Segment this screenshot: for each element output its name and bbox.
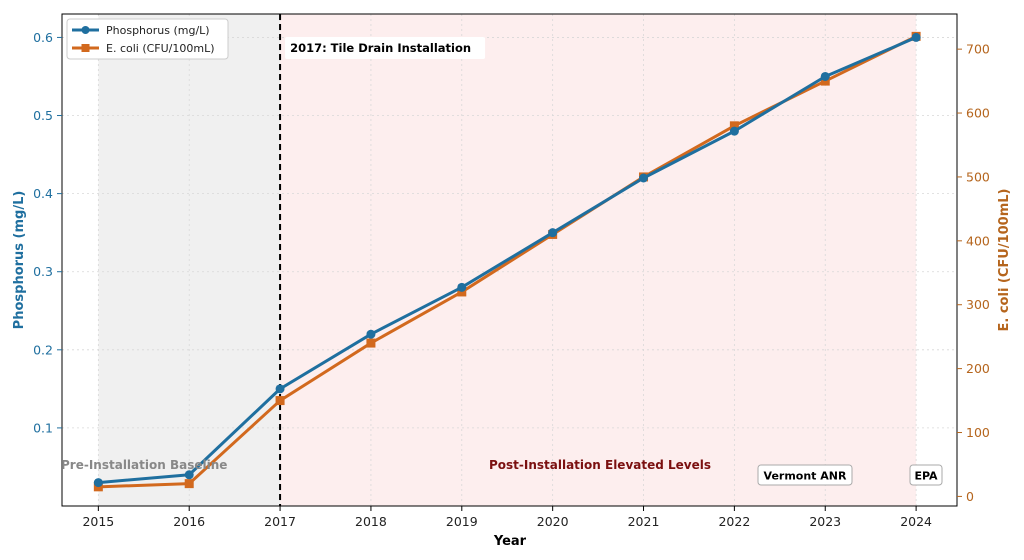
phosphorus-point (639, 173, 649, 183)
region-post-installation (280, 14, 917, 506)
y-right-tick-label: 0 (966, 489, 974, 504)
y-right-tick-label: 100 (966, 425, 990, 440)
legend-label: E. coli (CFU/100mL) (106, 42, 215, 55)
axis-ticks: 2015 2016 2017 2018 2019 2020 2021 2022 2023 2024… (33, 30, 990, 529)
legend-marker (81, 44, 90, 52)
y-right-tick-label: 700 (966, 42, 990, 57)
y-right-tick-label: 400 (966, 233, 990, 248)
ecoli-point (729, 121, 739, 131)
installation-annotation: 2017: Tile Drain Installation (290, 41, 471, 55)
phosphorus-point (93, 478, 103, 488)
x-tick-label: 2023 (809, 514, 841, 529)
phosphorus-point (184, 470, 194, 480)
chart-labels: Year Phosphorus (mg/L) E. coli (CFU/100m… (12, 189, 1012, 550)
phosphorus-series-line (98, 36, 917, 485)
y-right-tick-label: 600 (966, 106, 990, 121)
plot-frame (61, 13, 958, 507)
ecoli-point (275, 396, 285, 406)
ecoli-point (820, 76, 830, 86)
phosphorus-point (275, 384, 285, 394)
phosphorus-point (729, 126, 739, 136)
x-tick-label: 2017 (264, 514, 296, 529)
x-tick-label: 2018 (355, 514, 387, 529)
y-left-tick-label: 0.6 (33, 30, 53, 45)
source-badge (757, 464, 853, 486)
y-left-tick-label: 0.3 (33, 264, 53, 279)
legend: Phosphorus (mg/L) E. coli (CFU/100mL) (66, 18, 229, 60)
phosphorus-point (911, 32, 921, 42)
y-right-tick-label: 200 (966, 361, 990, 376)
annotation-box (285, 37, 486, 59)
annotations-layer: 2017: Tile Drain Installation Pre-Install… (61, 37, 943, 486)
ecoli-point (184, 479, 194, 489)
plot-border (61, 13, 958, 507)
source-label: EPA (914, 470, 938, 483)
y-right-tick-label: 500 (966, 169, 990, 184)
y-right-tick-label: 300 (966, 297, 990, 312)
x-tick-label: 2019 (446, 514, 478, 529)
ecoli-point (366, 338, 376, 348)
y-left-tick-label: 0.1 (33, 420, 53, 435)
x-tick-label: 2015 (82, 514, 114, 529)
y-axis-label-right: E. coli (CFU/100mL) (997, 189, 1012, 332)
legend-marker (81, 26, 90, 34)
pre-installation-label: Pre-Installation Baseline (61, 458, 227, 472)
y-left-tick-label: 0.4 (33, 186, 53, 201)
phosphorus-point (457, 282, 467, 292)
phosphorus-point (548, 228, 558, 238)
x-tick-label: 2024 (900, 514, 932, 529)
legend-label: Phosphorus (mg/L) (106, 24, 210, 37)
series-layer (93, 31, 921, 492)
grid-lines (62, 14, 957, 506)
post-installation-label: Post-Installation Elevated Levels (489, 458, 711, 472)
x-tick-label: 2021 (628, 514, 660, 529)
phosphorus-point (820, 71, 830, 81)
phosphorus-point (366, 329, 376, 339)
x-axis-label: Year (493, 534, 527, 549)
source-label: Vermont ANR (764, 470, 847, 483)
x-tick-label: 2020 (537, 514, 569, 529)
source-badge (909, 464, 943, 486)
x-tick-label: 2022 (718, 514, 750, 529)
y-left-tick-label: 0.5 (33, 108, 53, 123)
y-axis-label-left: Phosphorus (mg/L) (12, 191, 27, 330)
x-tick-label: 2016 (173, 514, 205, 529)
shaded-regions (98, 14, 917, 506)
y-left-tick-label: 0.2 (33, 342, 53, 357)
legend-box (66, 18, 229, 60)
ecoli-point (457, 287, 467, 297)
